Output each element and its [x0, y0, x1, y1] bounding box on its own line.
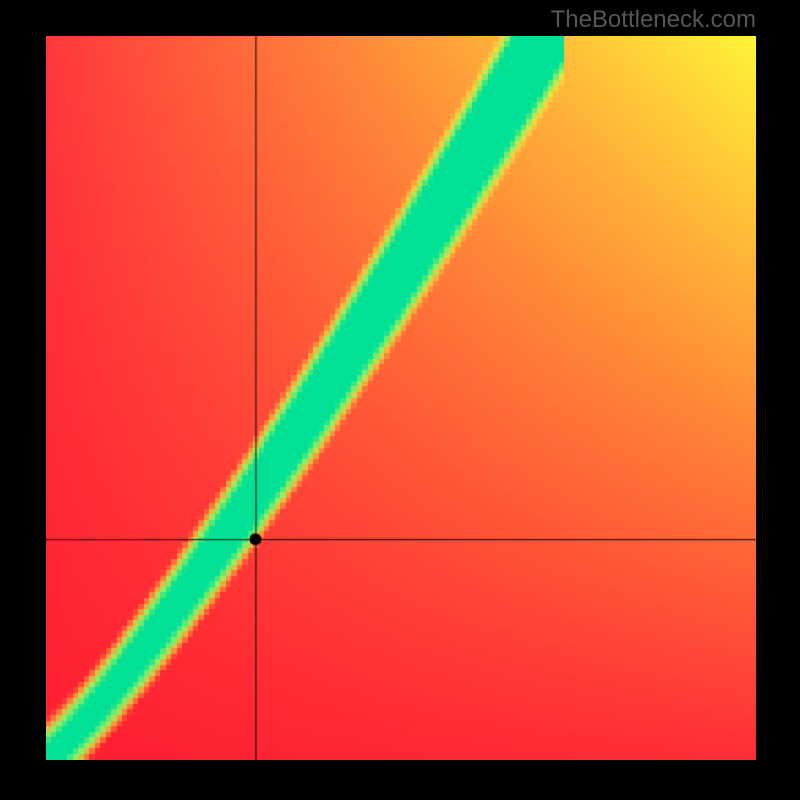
bottleneck-heatmap — [46, 36, 756, 760]
watermark-text: TheBottleneck.com — [551, 6, 756, 34]
